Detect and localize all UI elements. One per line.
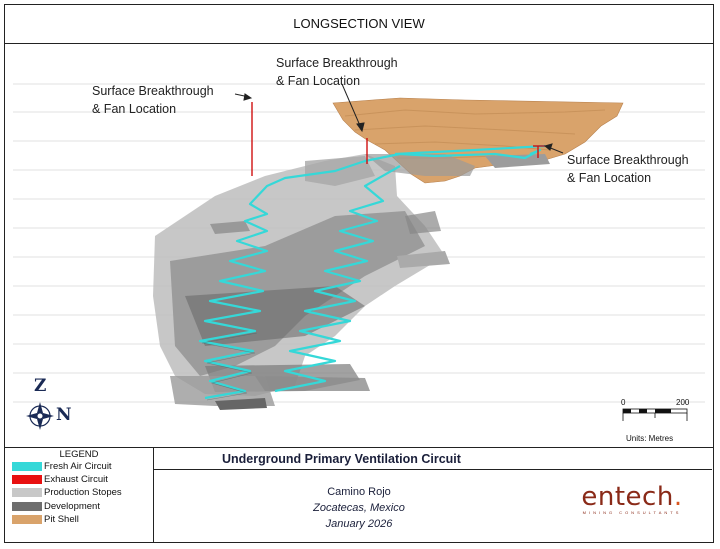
longsection-diagram — [13, 83, 705, 430]
legend-label: Production Stopes — [44, 486, 122, 498]
scale-end-label: 200 — [676, 398, 690, 407]
compass-rose-icon — [26, 402, 54, 430]
project-date: January 2026 — [325, 518, 393, 530]
legend-label: Development — [44, 500, 100, 512]
annotation-right: Surface Breakthrough & Fan Location — [567, 153, 689, 185]
legend: LEGEND Fresh Air Circuit Exhaust Circuit… — [4, 448, 154, 542]
entech-logo: entech. MINING CONSULTANTS — [572, 482, 692, 515]
project-location: Zocatecas, Mexico — [313, 502, 405, 514]
fresh-air-circuit-shadow — [201, 332, 258, 401]
development-swatch — [12, 501, 42, 511]
annotation-arrows — [234, 83, 564, 154]
title-block: LEGEND Fresh Air Circuit Exhaust Circuit… — [4, 447, 714, 543]
legend-label: Pit Shell — [44, 513, 79, 525]
exhaust-circuit — [251, 102, 545, 176]
legend-item-pit-shell: Pit Shell — [12, 513, 79, 525]
annotation-top: Surface Breakthrough & Fan Location — [276, 56, 398, 88]
exhaust-swatch — [12, 474, 42, 484]
page-title: LONGSECTION VIEW — [4, 4, 714, 44]
compass-z-label: Z — [34, 376, 47, 396]
fresh-air-swatch — [12, 461, 42, 471]
legend-item-production-stopes: Production Stopes — [12, 486, 122, 498]
compass-n-label: N — [56, 405, 72, 425]
logo-dot: . — [673, 482, 683, 512]
project-title: Underground Primary Ventilation Circuit — [154, 448, 712, 470]
annotation-left: Surface Breakthrough & Fan Location — [92, 84, 214, 116]
fresh-air-circuit — [198, 144, 546, 400]
elevation-gridlines — [13, 83, 705, 403]
logo-tagline: MINING CONSULTANTS — [582, 510, 682, 515]
scale-bar — [622, 408, 688, 421]
page-frame — [4, 4, 714, 543]
production-stopes-swatch — [12, 487, 42, 497]
logo-word: entech — [581, 482, 674, 512]
legend-item-fresh-air: Fresh Air Circuit — [12, 460, 112, 472]
legend-label: Fresh Air Circuit — [44, 460, 112, 472]
site-details: Camino Rojo Zocatecas, Mexico January 20… — [304, 484, 414, 532]
scale-start-label: 0 — [621, 398, 626, 407]
pit-shell-swatch — [12, 514, 42, 524]
legend-item-exhaust: Exhaust Circuit — [12, 473, 108, 485]
scale-units-label: Units: Metres — [626, 434, 674, 443]
project-name: Camino Rojo — [327, 486, 391, 498]
legend-item-development: Development — [12, 500, 100, 512]
legend-title: LEGEND — [59, 449, 99, 460]
legend-label: Exhaust Circuit — [44, 473, 108, 485]
project-info: Underground Primary Ventilation Circuit … — [154, 448, 712, 542]
